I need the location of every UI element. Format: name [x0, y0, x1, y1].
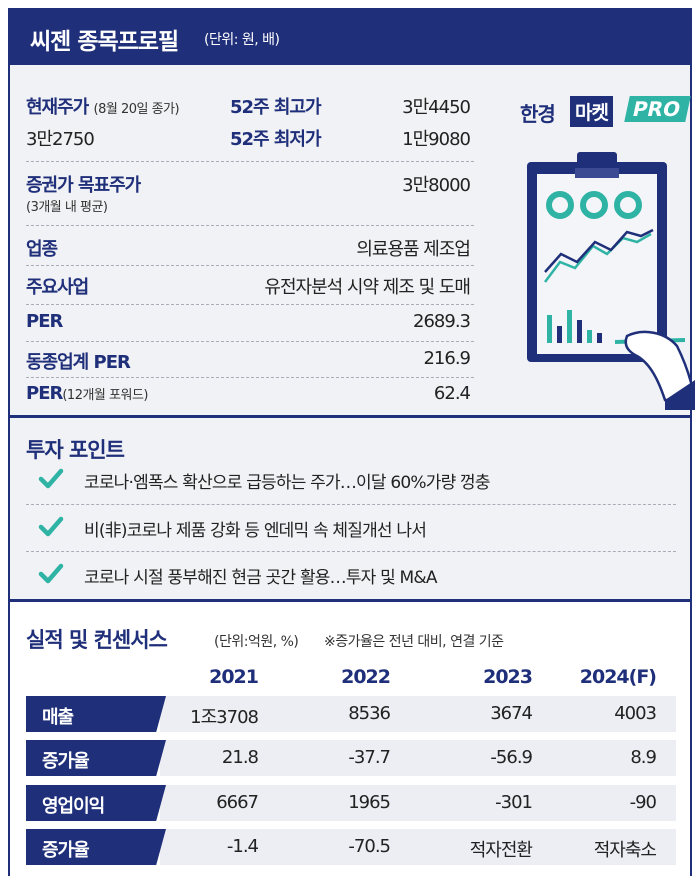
point-item: 비(非)코로나 제품 강화 등 엔데믹 속 체질개선 나서 [26, 508, 676, 548]
row-label: 영업이익 [26, 785, 166, 821]
year-header: 2022 [341, 666, 391, 688]
divider [26, 304, 474, 305]
sector-per-value: 216.9 [423, 348, 471, 369]
point-item: 코로나·엠폭스 확산으로 급등하는 주가…이달 60%가량 껑충 [26, 460, 676, 500]
check-icon [38, 563, 64, 584]
target-price-value: 3만8000 [402, 175, 471, 196]
per-value: 2689.3 [413, 311, 471, 332]
table-row [160, 785, 676, 821]
check-icon [38, 516, 64, 537]
header-title: 씨젠 종목프로필 [30, 29, 179, 55]
low52-value: 1만9080 [402, 129, 471, 150]
per-label: PER [26, 311, 63, 332]
row-label: 증가율 [26, 740, 166, 776]
year-header: 2021 [209, 666, 259, 688]
points-title: 투자 포인트 [26, 438, 125, 462]
divider [26, 504, 676, 505]
current-price-label: 현재주가 (8월 20일 종가) [26, 97, 180, 118]
table-cell: 1조3708 [190, 707, 259, 728]
table-cell: 8536 [348, 703, 391, 724]
table-cell: -37.7 [348, 747, 391, 768]
table-cell: -301 [495, 792, 533, 813]
industry-label: 업종 [26, 239, 58, 260]
investment-points-section: 투자 포인트 코로나·엠폭스 확산으로 급등하는 주가…이달 60%가량 껑충 … [10, 418, 690, 600]
clipboard-chart-illustration [527, 152, 695, 410]
table-row [160, 696, 676, 732]
year-header: 2024(F) [579, 666, 657, 688]
sector-per-label: 동종업계 PER [26, 352, 131, 373]
section-divider [10, 599, 690, 602]
section-divider [10, 415, 690, 418]
divider [26, 551, 676, 552]
hankyung-market-pro-logo: 한경 마켓 PRO [520, 96, 691, 128]
business-value: 유전자분석 시약 제조 및 도매 [264, 277, 471, 298]
divider [26, 161, 474, 162]
divider [26, 265, 474, 266]
table-cell: 3674 [490, 703, 533, 724]
point-text: 코로나 시절 풍부해진 현금 곳간 활용…투자 및 M&A [84, 568, 438, 588]
table-cell: 21.8 [221, 747, 259, 768]
target-price-label: 증권가 목표주가 [26, 175, 141, 196]
point-text: 비(非)코로나 제품 강화 등 엔데믹 속 체질개선 나서 [84, 521, 427, 541]
table-cell: -56.9 [490, 747, 533, 768]
table-row [160, 740, 676, 776]
table-cell: 8.9 [630, 747, 657, 768]
table-cell: 적자전환 [469, 840, 533, 861]
table-cell: 적자축소 [593, 840, 657, 861]
table-cell: 4003 [614, 703, 657, 724]
point-text: 코로나·엠폭스 확산으로 급등하는 주가…이달 60%가량 껑충 [84, 473, 491, 493]
point-item: 코로나 시절 풍부해진 현금 곳간 활용…투자 및 M&A [26, 555, 676, 595]
performance-unit: (단위:억원, %) [214, 634, 299, 650]
target-price-note: (3개월 내 평균) [26, 200, 108, 215]
row-label: 매출 [26, 696, 166, 732]
business-label: 주요사업 [26, 277, 89, 298]
divider [26, 341, 474, 342]
check-icon [38, 468, 64, 489]
current-price-note: (8월 20일 종가) [93, 102, 180, 117]
table-row [160, 829, 676, 865]
performance-title: 실적 및 컨센서스 [26, 628, 168, 652]
industry-value: 의료용품 제조업 [356, 239, 471, 260]
profile-section: 현재주가 (8월 20일 종가) 3만2750 52주 최고가 3만4450 5… [10, 65, 695, 415]
table-cell: -70.5 [348, 836, 391, 857]
performance-note: ※증가율은 전년 대비, 연결 기준 [324, 634, 504, 650]
low52-label: 52주 최저가 [230, 129, 322, 150]
fwd-per-note: (12개월 포워드) [62, 388, 148, 403]
row-label: 증가율 [26, 829, 166, 865]
header-unit: (단위: 원, 배) [204, 32, 280, 48]
table-cell: -1.4 [226, 836, 259, 857]
profile-card: 씨젠 종목프로필 (단위: 원, 배) 현재주가 (8월 20일 종가) 3만2… [8, 8, 695, 878]
table-cell: 1965 [348, 792, 391, 813]
table-cell: 6667 [216, 792, 259, 813]
high52-value: 3만4450 [402, 97, 471, 118]
table-cell: -90 [629, 792, 657, 813]
divider [26, 377, 474, 378]
current-price-value: 3만2750 [26, 129, 95, 150]
performance-section: 실적 및 컨센서스 (단위:억원, %) ※증가율은 전년 대비, 연결 기준 … [10, 602, 690, 878]
year-header: 2023 [483, 666, 533, 688]
divider [26, 225, 474, 226]
fwd-per-label: PER(12개월 포워드) [26, 383, 148, 404]
header-bar: 씨젠 종목프로필 (단위: 원, 배) [10, 10, 690, 65]
high52-label: 52주 최고가 [230, 97, 322, 118]
fwd-per-value: 62.4 [433, 383, 471, 404]
